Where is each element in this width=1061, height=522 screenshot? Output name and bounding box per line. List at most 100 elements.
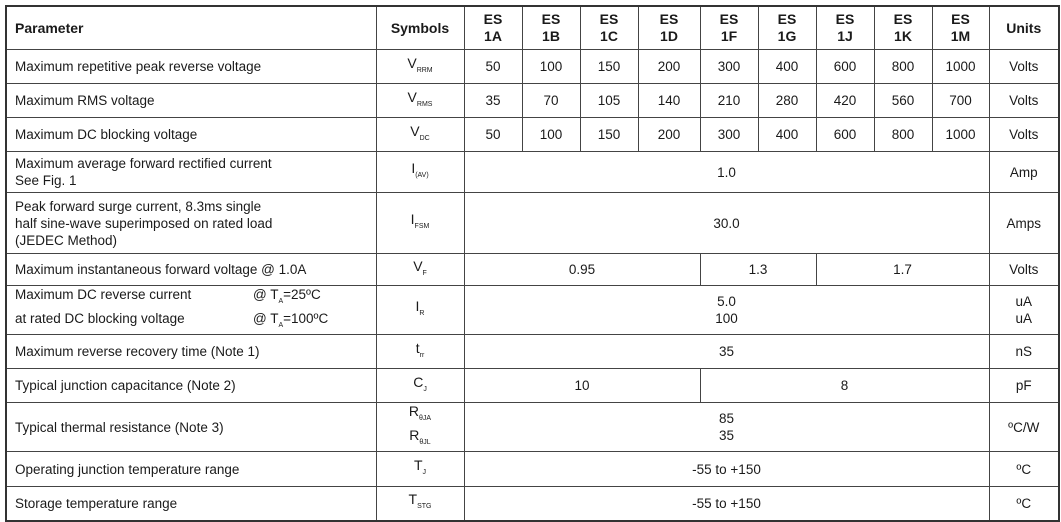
symbol-subscript: θJA: [419, 415, 432, 422]
symbol-subscript: rr: [419, 351, 425, 359]
unit: Amps: [1006, 215, 1041, 231]
unit-cell: pF: [988, 368, 1060, 403]
unit-cell: Volts: [988, 49, 1060, 84]
symbol-subscript: θJL: [419, 439, 431, 446]
condition-value: =25ºC: [283, 287, 321, 302]
unit: uA: [1015, 311, 1032, 326]
value-cell: 600: [815, 117, 875, 152]
symbol-cell: TJ: [375, 451, 465, 487]
symbol-main: V: [407, 54, 417, 71]
condition-prefix: @ T: [253, 311, 279, 326]
symbol-main: T: [413, 457, 423, 473]
unit: pF: [1015, 378, 1032, 393]
unit-cell: ºC: [988, 451, 1060, 487]
unit-cell: Volts: [988, 253, 1060, 286]
unit-cell: Amps: [988, 192, 1060, 254]
symbol: I(AV): [377, 160, 464, 184]
unit-cell: Amp: [988, 151, 1060, 193]
unit: Volts: [1009, 59, 1039, 74]
part-header-line: 1B: [542, 28, 560, 44]
symbol-main: I: [410, 211, 415, 227]
symbol-subscript: J: [423, 385, 427, 393]
symbol-main: t: [415, 339, 420, 356]
symbol: TSTG: [377, 491, 464, 515]
unit: ºC: [1016, 495, 1032, 511]
value-cell: 1000: [931, 117, 990, 152]
parameter-line: Peak forward surge current, 8.3ms single: [15, 198, 262, 214]
symbol: VRRM: [377, 55, 464, 79]
part-header-line: ES: [659, 11, 679, 27]
table-row: Maximum instantaneous forward voltage @ …: [5, 253, 1060, 286]
part-header-line: ES: [893, 11, 913, 27]
value-cell: 140: [637, 83, 701, 118]
value-cell: 400: [757, 117, 817, 152]
symbol-main: I: [411, 160, 416, 176]
symbol-main: V: [413, 257, 423, 274]
part-header: ES 1C: [579, 5, 639, 50]
value-cell: 200: [637, 117, 701, 152]
parameter-cell: Typical thermal resistance (Note 3): [5, 402, 377, 452]
parameter-line: Typical thermal resistance (Note 3): [15, 419, 224, 435]
part-header: ES 1B: [521, 5, 581, 50]
parameter-line: Maximum DC blocking voltage: [15, 127, 198, 142]
symbol-cell: I(AV): [375, 151, 465, 193]
unit: nS: [1015, 344, 1032, 359]
part-header-line: ES: [599, 11, 619, 27]
table-row: Maximum repetitive peak reverse voltage V…: [5, 49, 1060, 84]
unit-cell: Volts: [988, 83, 1060, 118]
value-cell: -55 to +150: [463, 486, 990, 521]
table-row: Operating junction temperature range TJ -5…: [5, 451, 1060, 487]
part-header: ES 1A: [463, 5, 523, 50]
ratings-table: Parameter Symbols ES 1A ES 1B ES 1C ES 1D ES 1F ES…: [5, 5, 1060, 522]
value-cell: 35: [463, 83, 523, 118]
part-header-line: 1G: [777, 28, 797, 44]
part-header-line: ES: [541, 11, 561, 27]
unit: ºC: [1016, 461, 1032, 477]
parameter-cell: Maximum reverse recovery time (Note 1): [5, 334, 377, 369]
value-cell: 50: [463, 117, 523, 152]
part-header-line: 1K: [894, 28, 912, 44]
symbol-cell: VF: [375, 253, 465, 286]
symbol-cell: VRMS: [375, 83, 465, 118]
condition-value: =100ºC: [283, 311, 329, 326]
table-row: Maximum DC reverse current @ TA=25ºC at ra…: [5, 285, 1060, 335]
symbol-subscript: F: [422, 269, 427, 277]
condition-subscript: A: [278, 298, 284, 305]
parameter-line: See Fig. 1: [15, 173, 77, 188]
parameter-cell: Operating junction temperature range: [5, 451, 377, 487]
part-header-line: ES: [719, 11, 739, 27]
symbol: VF: [377, 258, 464, 282]
value-cell: 100: [521, 117, 581, 152]
symbol-main: V: [410, 122, 420, 139]
reverse-current-line: Maximum DC reverse current @ TA=25ºC: [15, 286, 376, 310]
value-cell: 150: [579, 49, 639, 84]
parameter-cell: Maximum DC blocking voltage: [5, 117, 377, 152]
symbol-subscript: FSM: [414, 223, 430, 230]
value-cell: 1000: [931, 49, 990, 84]
symbol: IR: [377, 298, 464, 322]
parameter-cell: Maximum instantaneous forward voltage @ …: [5, 253, 377, 286]
symbol-cell: IFSM: [375, 192, 465, 254]
table-row: Typical thermal resistance (Note 3) RθJA R…: [5, 402, 1060, 452]
condition-label: Maximum DC reverse current: [15, 287, 192, 302]
parameter-cell: Peak forward surge current, 8.3ms single…: [5, 192, 377, 254]
symbol: IFSM: [377, 211, 464, 235]
table-row: Maximum RMS voltage VRMS 35 70 105 140 210 280 4…: [5, 83, 1060, 118]
symbol-subscript: (AV): [415, 172, 429, 179]
parameter-cell: Maximum average forward rectified curren…: [5, 151, 377, 193]
value-cell: 100: [521, 49, 581, 84]
symbol-main: R: [409, 427, 420, 443]
value-cell: -55 to +150: [463, 451, 990, 487]
value-cell: 600: [815, 49, 875, 84]
reverse-current-line: at rated DC blocking voltage @ TA=100ºC: [15, 310, 376, 334]
symbol-cell: VRRM: [375, 49, 465, 84]
condition-label: at rated DC blocking voltage: [15, 311, 185, 326]
parameter-cell: Storage temperature range: [5, 486, 377, 521]
value-cell: 420: [815, 83, 875, 118]
part-header-line: ES: [835, 11, 855, 27]
condition-prefix: @ T: [253, 287, 279, 302]
value-cell: 280: [757, 83, 817, 118]
parameter-cell: Typical junction capacitance (Note 2): [5, 368, 377, 403]
value-cell: 300: [699, 117, 759, 152]
unit: Volts: [1009, 127, 1039, 142]
